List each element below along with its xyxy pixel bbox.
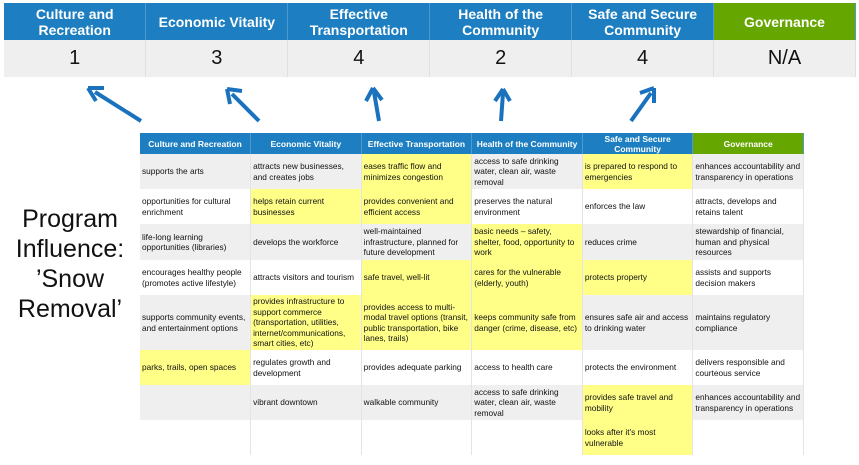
- table-cell: maintains regulatory compliance: [692, 295, 804, 350]
- table-cell: is prepared to respond to emergencies: [582, 154, 694, 189]
- table-cell: supports the arts: [140, 154, 252, 189]
- score-value: 2: [429, 40, 573, 77]
- table-cell: access to health care: [471, 350, 583, 385]
- score-header: Effective Transportation: [287, 3, 431, 40]
- table-cell: assists and supports decision makers: [692, 260, 804, 295]
- arrow-icon: [230, 92, 261, 123]
- score-value: 4: [571, 40, 715, 77]
- table-cell: cares for the vulnerable (elderly, youth…: [471, 260, 583, 295]
- table-cell: helps retain current businesses: [250, 189, 362, 224]
- table-cell: preserves the natural environment: [471, 189, 583, 224]
- table-row: looks after it's most vulnerable: [140, 420, 804, 455]
- matrix-header: Governance: [692, 133, 804, 154]
- table-row: encourages healthy people (promotes acti…: [140, 260, 804, 295]
- table-cell: [692, 420, 804, 455]
- influence-matrix: Culture and Recreation Economic Vitality E…: [140, 133, 804, 455]
- label-line: ’Snow: [35, 265, 105, 293]
- table-cell: looks after it's most vulnerable: [582, 420, 694, 455]
- table-cell: safe travel, well-lit: [361, 260, 473, 295]
- table-row: parks, trails, open spaces regulates grow…: [140, 350, 804, 385]
- table-cell: supports community events, and entertain…: [140, 295, 252, 350]
- arrows: [86, 86, 656, 123]
- table-cell: keeps community safe from danger (crime,…: [471, 295, 583, 350]
- table-cell: access to safe drinking water, clean air…: [471, 154, 583, 189]
- table-cell: protects the environment: [582, 350, 694, 385]
- table-cell: access to safe drinking water, clean air…: [471, 385, 583, 420]
- table-cell: eases traffic flow and minimizes congest…: [361, 154, 473, 189]
- score-header: Safe and Secure Community: [571, 3, 715, 40]
- table-row: supports the arts attracts new businesses…: [140, 154, 804, 189]
- table-cell: delivers responsible and courteous servi…: [692, 350, 804, 385]
- table-cell: well-maintained infrastructure, planned …: [361, 224, 473, 260]
- score-header: Governance: [713, 3, 856, 40]
- table-cell: [140, 385, 252, 420]
- table-cell: provides adequate parking: [361, 350, 473, 385]
- matrix-header: Culture and Recreation: [140, 133, 252, 154]
- table-row: life-long learning opportunities (librar…: [140, 224, 804, 260]
- table-cell: attracts new businesses, and creates job…: [250, 154, 362, 189]
- score-value: 3: [145, 40, 289, 77]
- table-cell: stewardship of financial, human and phys…: [692, 224, 804, 260]
- table-cell: parks, trails, open spaces: [140, 350, 252, 385]
- arrow-icon: [629, 91, 653, 123]
- table-cell: reduces crime: [582, 224, 694, 260]
- table-cell: [361, 420, 473, 455]
- table-cell: enforces the law: [582, 189, 694, 224]
- score-header: Economic Vitality: [145, 3, 289, 40]
- matrix-header: Safe and Secure Community: [582, 133, 694, 154]
- score-header: Culture and Recreation: [4, 3, 147, 40]
- table-cell: provides safe travel and mobility: [582, 385, 694, 420]
- table-cell: basic needs – safety, shelter, food, opp…: [471, 224, 583, 260]
- table-cell: provides convenient and efficient access: [361, 189, 473, 224]
- table-cell: protects property: [582, 260, 694, 295]
- score-value: N/A: [713, 40, 856, 77]
- table-cell: develops the workforce: [250, 224, 362, 260]
- score-value: 1: [4, 40, 147, 77]
- arrow-icon: [93, 90, 143, 123]
- table-cell: [140, 420, 252, 455]
- arrow-icon: [499, 92, 505, 122]
- table-cell: provides infrastructure to support comme…: [250, 295, 362, 350]
- matrix-header: Effective Transportation: [361, 133, 473, 154]
- table-cell: enhances accountability and transparency…: [692, 385, 804, 420]
- matrix-header: Health of the Community: [471, 133, 583, 154]
- table-cell: enhances accountability and transparency…: [692, 154, 804, 189]
- table-cell: [250, 420, 362, 455]
- label-line: Removal’: [17, 295, 123, 323]
- table-cell: walkable community: [361, 385, 473, 420]
- table-cell: attracts visitors and tourism: [250, 260, 362, 295]
- table-cell: attracts, develops and retains talent: [692, 189, 804, 224]
- matrix-header: Economic Vitality: [250, 133, 362, 154]
- arrow-icon: [372, 91, 381, 122]
- program-influence-label: Program Influence: ’Snow Removal’: [0, 204, 140, 324]
- table-cell: vibrant downtown: [250, 385, 362, 420]
- table-cell: regulates growth and development: [250, 350, 362, 385]
- score-header: Health of the Community: [429, 3, 573, 40]
- table-row: opportunities for cultural enrichment hel…: [140, 189, 804, 224]
- table-cell: opportunities for cultural enrichment: [140, 189, 252, 224]
- table-row: vibrant downtown walkable community access…: [140, 385, 804, 420]
- table-cell: provides access to multi-modal travel op…: [361, 295, 473, 350]
- table-row: supports community events, and entertain…: [140, 295, 804, 350]
- score-table: Culture and Recreation Economic Vitality E…: [4, 3, 856, 77]
- score-value: 4: [287, 40, 431, 77]
- table-cell: [471, 420, 583, 455]
- table-cell: ensures safe air and access to drinking …: [582, 295, 694, 350]
- label-line: Influence:: [15, 235, 125, 263]
- table-cell: life-long learning opportunities (librar…: [140, 224, 252, 260]
- table-cell: encourages healthy people (promotes acti…: [140, 260, 252, 295]
- label-line: Program: [22, 205, 118, 233]
